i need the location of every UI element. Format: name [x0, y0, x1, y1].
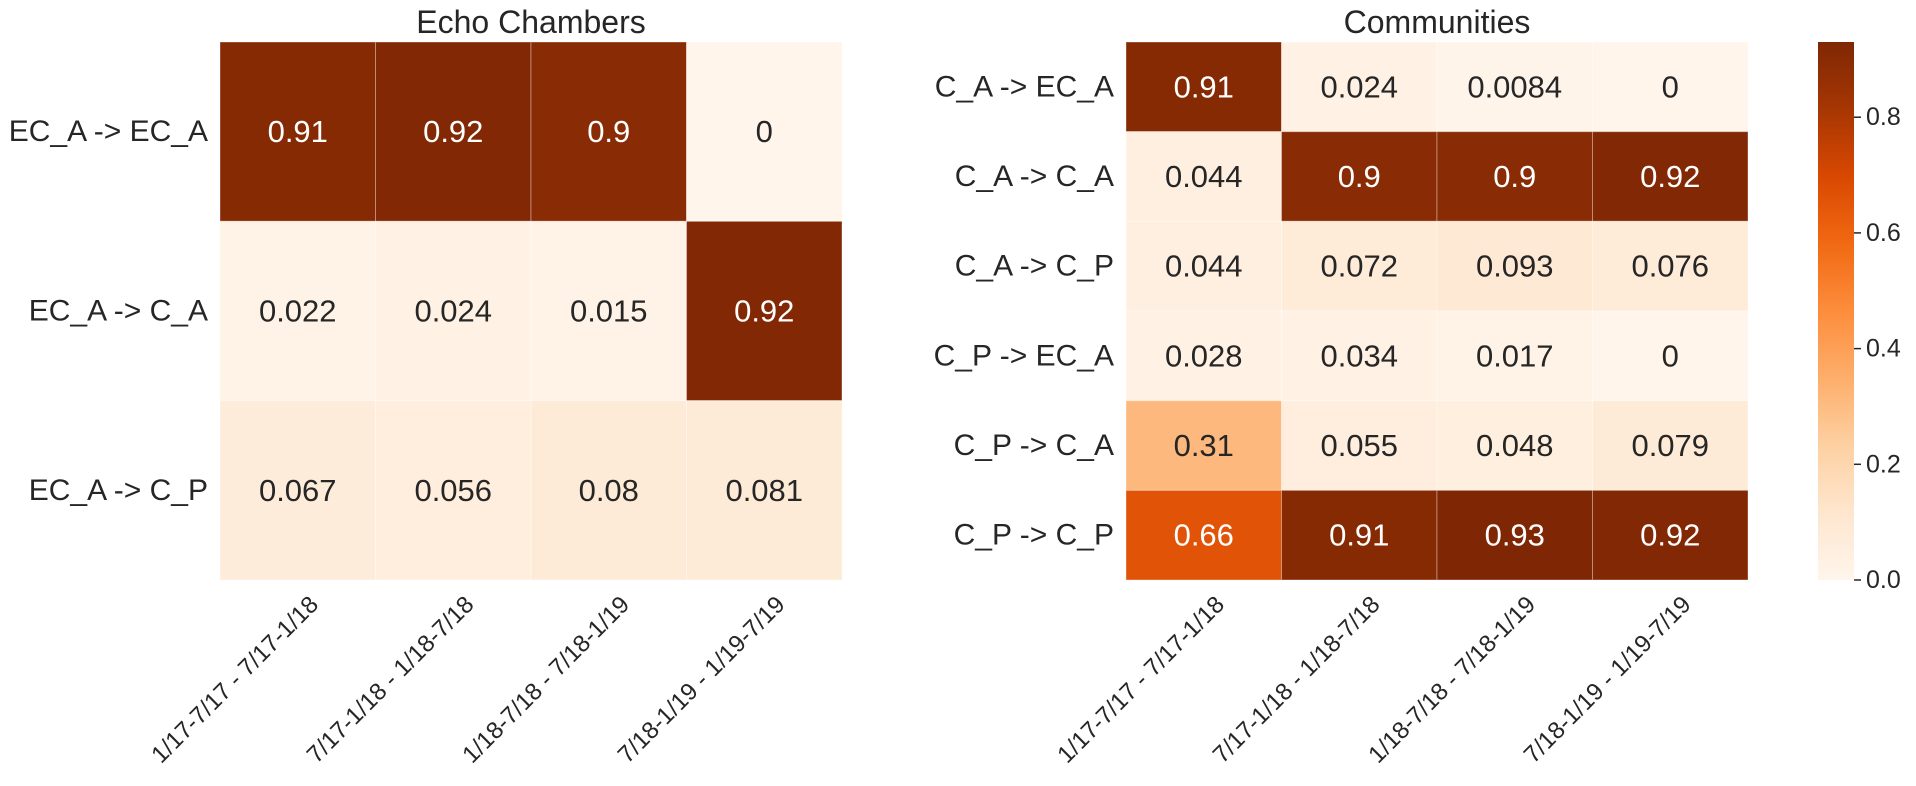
row-label: C_A -> EC_A [935, 70, 1114, 103]
cell-value-label: 0.93 [1485, 518, 1545, 553]
cell-value-label: 0 [1662, 69, 1679, 104]
cell-value-label: 0.034 [1320, 338, 1398, 373]
heatmap-cell [1436, 41, 1593, 133]
heatmap-cell [1281, 220, 1438, 312]
colorbar-tick-label: 0.0 [1866, 566, 1901, 594]
heatmap-cell [1125, 131, 1282, 222]
cell-value-label: 0.92 [423, 114, 483, 149]
heatmap-cell [1436, 131, 1593, 222]
heatmap-cell [686, 41, 843, 222]
column-label: 7/17-1/18 - 1/18-7/18 [1208, 591, 1386, 769]
row-label: EC_A -> EC_A [9, 115, 208, 148]
cell-value-label: 0.015 [570, 294, 648, 329]
column-label: 7/17-1/18 - 1/18-7/18 [302, 591, 480, 769]
heatmap-cell [530, 41, 687, 222]
cell-value-label: 0.081 [725, 473, 803, 508]
cell-value-label: 0.9 [1338, 159, 1381, 194]
heatmap-cell [375, 400, 532, 581]
heatmap-cell [1436, 400, 1593, 491]
heatmap-cell [375, 41, 532, 222]
row-label: C_P -> C_P [954, 519, 1114, 552]
cell-value-label: 0.92 [734, 294, 794, 329]
cell-value-label: 0.017 [1476, 338, 1554, 373]
column-label: 1/18-7/18 - 7/18-1/19 [457, 591, 635, 769]
cell-value-label: 0.079 [1631, 428, 1709, 463]
cell-value-label: 0.31 [1174, 428, 1234, 463]
cell-value-label: 0.66 [1174, 518, 1234, 553]
cell-value-label: 0.024 [414, 294, 492, 329]
row-label: EC_A -> C_A [29, 295, 208, 328]
column-label: 7/18-1/19 - 1/19-7/19 [613, 591, 791, 769]
communities-title: Communities [1344, 4, 1531, 40]
heatmap-cell [1125, 220, 1282, 312]
colorbar-tick-label: 0.4 [1866, 335, 1901, 363]
heatmap-cell [1436, 220, 1593, 312]
colorbar: 0.0 0.2 0.4 0.6 0.8 [1818, 42, 1901, 594]
cell-value-label: 0.072 [1320, 249, 1398, 284]
cell-value-label: 0.056 [414, 473, 492, 508]
column-label: 1/17-7/17 - 7/17-1/18 [1052, 591, 1230, 769]
cell-value-label: 0.076 [1631, 249, 1709, 284]
heatmap-cell [1125, 310, 1282, 402]
cell-value-label: 0 [756, 114, 773, 149]
cell-value-label: 0.92 [1640, 518, 1700, 553]
cell-value-label: 0.022 [259, 294, 337, 329]
cell-value-label: 0.048 [1476, 428, 1554, 463]
heatmap-cell [1436, 489, 1593, 581]
heatmap-cell [686, 400, 843, 581]
cell-value-label: 0.044 [1165, 249, 1243, 284]
cell-value-label: 0.08 [579, 473, 639, 508]
cell-value-label: 0.9 [1493, 159, 1536, 194]
cell-value-label: 0.91 [1329, 518, 1389, 553]
heatmap-cell [219, 41, 376, 222]
cell-value-label: 0.044 [1165, 159, 1243, 194]
column-label: 1/17-7/17 - 7/17-1/18 [146, 591, 324, 769]
heatmap-cell [1592, 131, 1749, 222]
heatmap-cell [1125, 41, 1282, 133]
cell-value-label: 0.055 [1320, 428, 1398, 463]
cell-value-label: 0.028 [1165, 338, 1243, 373]
heatmap-cell [1592, 310, 1749, 402]
column-label: 1/18-7/18 - 7/18-1/19 [1363, 591, 1541, 769]
row-label: C_P -> EC_A [934, 339, 1114, 372]
colorbar-tick-label: 0.2 [1866, 450, 1901, 478]
cell-value-label: 0.093 [1476, 249, 1554, 284]
heatmap-cell [375, 220, 532, 402]
heatmap-cell [1281, 131, 1438, 222]
heatmap-cell [1592, 41, 1749, 133]
echo-chambers-heatmap: Echo Chambers 0.91 0.92 0.9 0 0.022 0.024 0.015… [9, 4, 843, 769]
heatmap-cell [1592, 400, 1749, 491]
colorbar-tick-label: 0.6 [1866, 219, 1901, 247]
heatmap-cell [1592, 220, 1749, 312]
cell-value-label: 0.024 [1320, 69, 1398, 104]
communities-heatmap: Communities 0.91 0.024 0.0084 0 0.044 0.9 0.9 0.… [934, 4, 1749, 769]
cell-value-label: 0.91 [1174, 69, 1234, 104]
row-label: C_A -> C_A [955, 160, 1114, 193]
row-label: EC_A -> C_P [29, 474, 208, 507]
heatmap-cell [1281, 41, 1438, 133]
cell-value-label: 0.92 [1640, 159, 1700, 194]
heatmap-cell [1436, 310, 1593, 402]
cell-value-label: 0 [1662, 338, 1679, 373]
colorbar-gradient [1818, 42, 1854, 580]
heatmap-cell [1281, 489, 1438, 581]
heatmap-cell [219, 400, 376, 581]
cell-value-label: 0.91 [268, 114, 328, 149]
heatmap-cell [1592, 489, 1749, 581]
heatmap-cell [686, 220, 843, 402]
cell-value-label: 0.067 [259, 473, 337, 508]
heatmap-cell [219, 220, 376, 402]
echo-chambers-title: Echo Chambers [416, 4, 645, 40]
cell-value-label: 0.9 [587, 114, 630, 149]
colorbar-tick-label: 0.8 [1866, 103, 1901, 131]
row-label: C_A -> C_P [955, 250, 1114, 283]
heatmap-cell [530, 220, 687, 402]
row-label: C_P -> C_A [954, 429, 1114, 462]
heatmap-cell [1125, 400, 1282, 491]
cell-value-label: 0.0084 [1467, 69, 1562, 104]
column-label: 7/18-1/19 - 1/19-7/19 [1519, 591, 1697, 769]
